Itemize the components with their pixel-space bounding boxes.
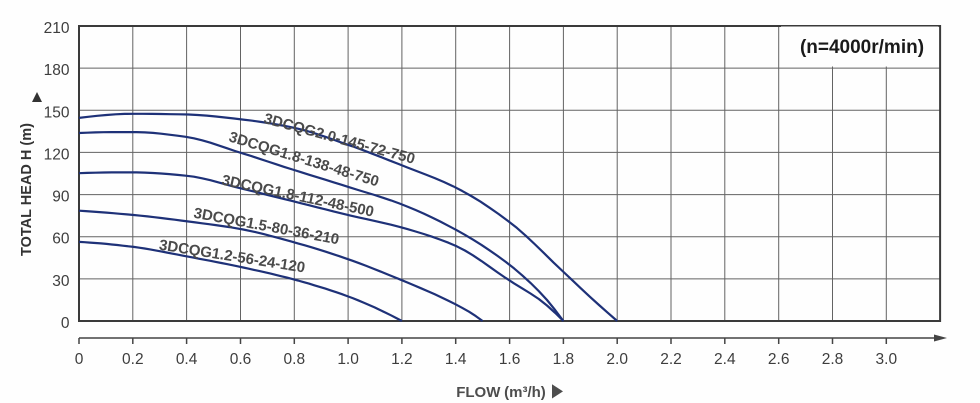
svg-text:1.6: 1.6 bbox=[499, 351, 521, 368]
svg-text:150: 150 bbox=[44, 104, 70, 121]
svg-text:60: 60 bbox=[52, 231, 70, 248]
svg-text:2.2: 2.2 bbox=[660, 351, 682, 368]
svg-text:FLOW (m³/h): FLOW (m³/h) bbox=[456, 384, 546, 401]
svg-text:0.8: 0.8 bbox=[284, 351, 306, 368]
svg-text:2.0: 2.0 bbox=[606, 351, 628, 368]
svg-text:0.6: 0.6 bbox=[230, 351, 252, 368]
svg-text:120: 120 bbox=[44, 146, 70, 163]
svg-text:2.6: 2.6 bbox=[768, 351, 790, 368]
svg-text:0.2: 0.2 bbox=[122, 351, 144, 368]
svg-text:1.4: 1.4 bbox=[445, 351, 467, 368]
svg-text:0: 0 bbox=[75, 351, 84, 368]
svg-text:0.4: 0.4 bbox=[176, 351, 198, 368]
svg-text:1.2: 1.2 bbox=[391, 351, 413, 368]
svg-text:90: 90 bbox=[52, 189, 70, 206]
svg-text:180: 180 bbox=[44, 62, 70, 79]
svg-text:2.4: 2.4 bbox=[714, 351, 736, 368]
svg-text:30: 30 bbox=[52, 273, 70, 290]
svg-text:TOTAL HEAD H (m): TOTAL HEAD H (m) bbox=[19, 123, 35, 256]
svg-text:(n=4000r/min): (n=4000r/min) bbox=[800, 37, 924, 58]
svg-text:2.8: 2.8 bbox=[822, 351, 844, 368]
svg-text:3.0: 3.0 bbox=[876, 351, 898, 368]
svg-text:1.0: 1.0 bbox=[337, 351, 359, 368]
svg-text:210: 210 bbox=[44, 20, 70, 37]
svg-text:1.8: 1.8 bbox=[553, 351, 575, 368]
svg-text:0: 0 bbox=[61, 315, 70, 332]
